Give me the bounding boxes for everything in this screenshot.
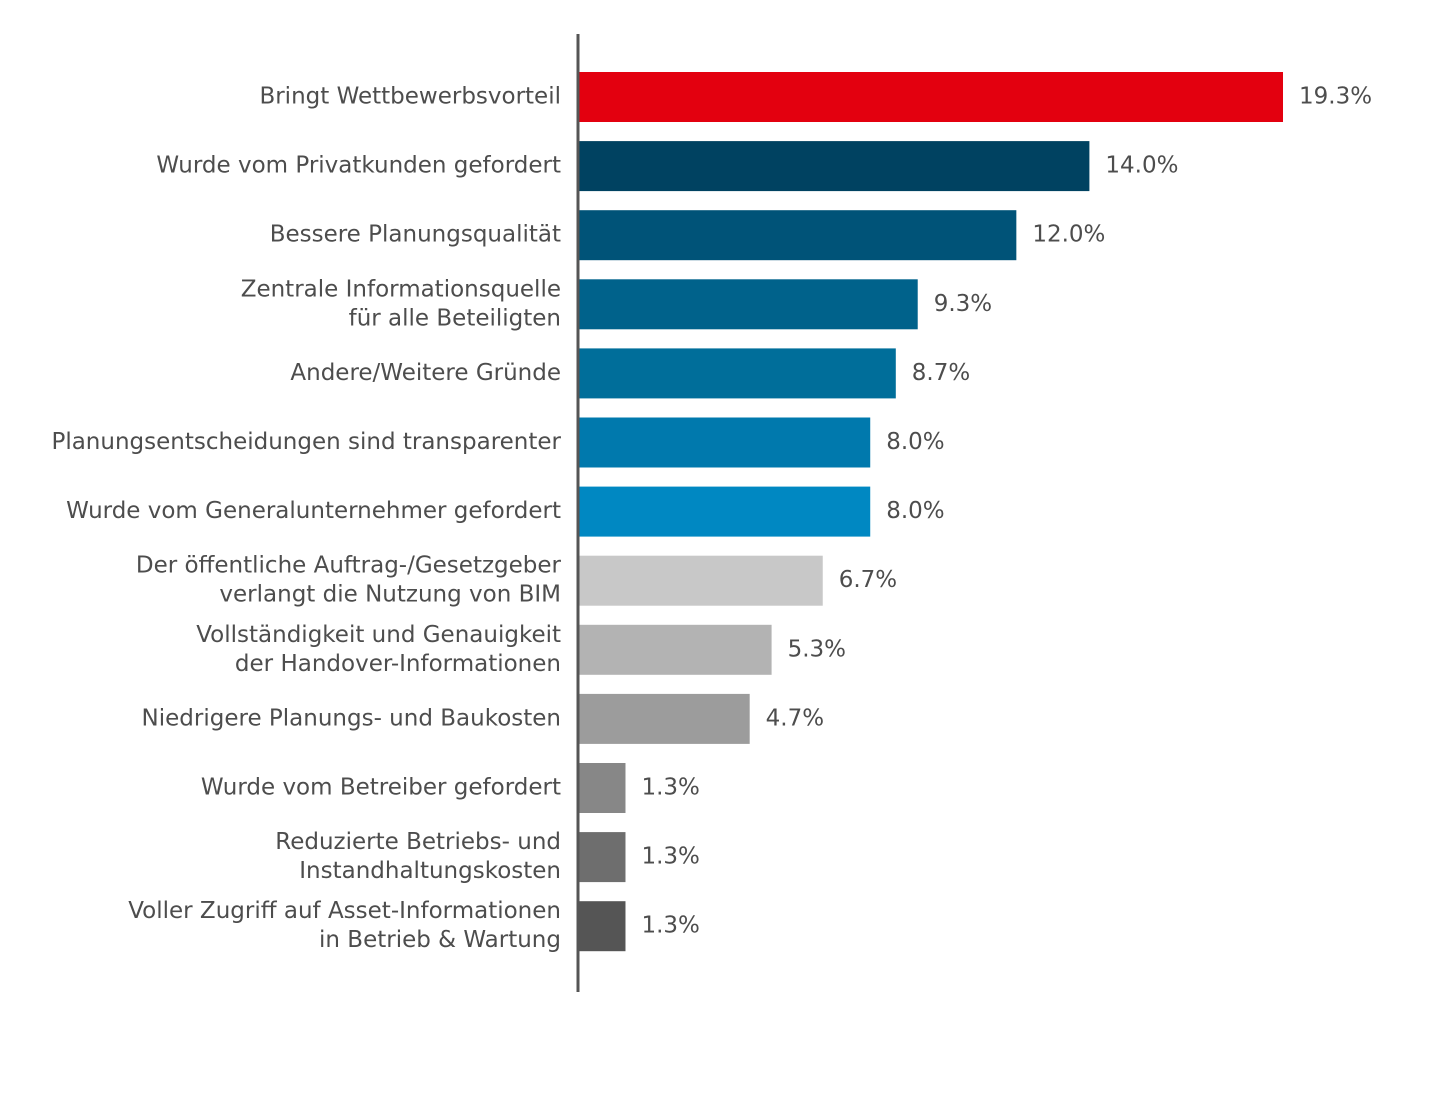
value-label-12: 1.3%	[641, 913, 699, 939]
value-label-1: 14.0%	[1105, 153, 1178, 179]
category-label-1: Wurde vom Privatkunden gefordert	[156, 153, 561, 179]
value-label-9: 4.7%	[766, 705, 824, 731]
category-label-line: der Handover-Informationen	[235, 651, 561, 677]
category-labels-layer: Bringt Wettbewerbsvorteil Wurde vom Priva…	[51, 84, 561, 954]
bar-12	[578, 901, 626, 952]
value-label-3: 9.3%	[934, 291, 992, 317]
value-label-8: 5.3%	[788, 636, 846, 662]
category-label-line: in Betrieb & Wartung	[319, 927, 561, 953]
category-label-7: Der öffentliche Auftrag-/Gesetzgeber verl…	[136, 553, 562, 608]
category-label-2: Bessere Planungsqualität	[270, 222, 561, 248]
value-label-10: 1.3%	[641, 775, 699, 801]
value-label-2: 12.0%	[1032, 222, 1105, 248]
category-label-8: Vollständigkeit und Genauigkeit der Hando…	[196, 622, 561, 677]
category-label-line: Zentrale Informationsquelle	[241, 276, 561, 302]
category-label-line: Wurde vom Privatkunden gefordert	[156, 153, 561, 179]
category-label-6: Wurde vom Generalunternehmer gefordert	[66, 498, 561, 524]
bar-5	[578, 417, 871, 468]
bar-1	[578, 141, 1090, 192]
category-label-line: Wurde vom Betreiber gefordert	[201, 775, 561, 801]
category-label-line: Vollständigkeit und Genauigkeit	[196, 622, 561, 648]
bar-0	[578, 72, 1283, 122]
category-label-line: Voller Zugriff auf Asset-Informationen	[128, 898, 561, 924]
bar-3	[578, 279, 918, 330]
category-label-12: Voller Zugriff auf Asset-Informationen in…	[128, 898, 561, 953]
category-label-11: Reduzierte Betriebs- und Instandhaltungsk…	[275, 829, 561, 884]
bar-7	[578, 555, 823, 606]
category-label-line: Der öffentliche Auftrag-/Gesetzgeber	[136, 553, 562, 579]
category-label-line: Bessere Planungsqualität	[270, 222, 561, 248]
category-label-4: Andere/Weitere Gründe	[290, 360, 561, 386]
value-label-7: 6.7%	[839, 567, 897, 593]
category-label-line: Bringt Wettbewerbsvorteil	[259, 84, 561, 110]
bar-10	[578, 763, 626, 813]
category-label-line: Instandhaltungskosten	[299, 858, 561, 884]
value-label-5: 8.0%	[886, 429, 944, 455]
bar-11	[578, 832, 626, 883]
category-label-line: Wurde vom Generalunternehmer gefordert	[66, 498, 561, 524]
bar-4	[578, 348, 896, 399]
category-label-9: Niedrigere Planungs- und Baukosten	[142, 705, 561, 731]
value-label-4: 8.7%	[912, 360, 970, 386]
value-label-0: 19.3%	[1299, 84, 1372, 110]
category-label-3: Zentrale Informationsquelle für alle Bete…	[241, 276, 561, 331]
value-labels-layer: 19.3% 14.0% 12.0% 9.3% 8.7% 8.0% 8.0% 6.7% 5.3% 4…	[641, 84, 1372, 939]
category-label-line: verlangt die Nutzung von BIM	[219, 582, 561, 608]
category-label-line: Reduzierte Betriebs- und	[275, 829, 561, 855]
value-label-11: 1.3%	[641, 844, 699, 870]
value-label-6: 8.0%	[886, 498, 944, 524]
category-label-10: Wurde vom Betreiber gefordert	[201, 775, 561, 801]
bar-2	[578, 210, 1017, 261]
category-label-5: Planungsentscheidungen sind transparente…	[51, 429, 561, 455]
bar-6	[578, 486, 871, 537]
category-label-line: für alle Beteiligten	[349, 305, 561, 331]
bars-layer	[578, 72, 1283, 952]
bar-9	[578, 693, 750, 744]
category-label-line: Planungsentscheidungen sind transparente…	[51, 429, 561, 455]
category-label-line: Andere/Weitere Gründe	[290, 360, 561, 386]
category-label-0: Bringt Wettbewerbsvorteil	[259, 84, 561, 110]
bar-8	[578, 624, 772, 675]
category-label-line: Niedrigere Planungs- und Baukosten	[142, 705, 561, 731]
